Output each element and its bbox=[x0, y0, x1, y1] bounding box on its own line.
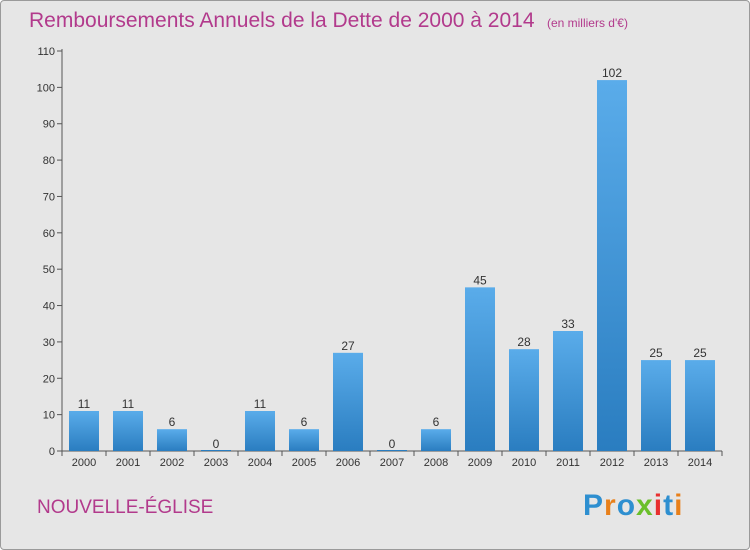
bar bbox=[245, 411, 275, 451]
y-tick-label: 30 bbox=[43, 337, 55, 349]
logo-letter: i bbox=[674, 489, 684, 522]
data-label: 102 bbox=[602, 66, 622, 80]
data-label: 6 bbox=[433, 415, 440, 429]
logo-letter: r bbox=[604, 489, 617, 522]
x-tick-label: 2008 bbox=[424, 457, 448, 469]
y-tick-label: 20 bbox=[43, 373, 55, 385]
commune-name: NOUVELLE-ÉGLISE bbox=[37, 497, 214, 518]
x-tick-label: 2002 bbox=[160, 457, 184, 469]
x-tick-label: 2007 bbox=[380, 457, 404, 469]
x-tick-label: 2001 bbox=[116, 457, 140, 469]
y-tick-label: 90 bbox=[43, 119, 55, 131]
y-tick-label: 70 bbox=[43, 191, 55, 203]
x-tick-label: 2012 bbox=[600, 457, 624, 469]
logo-letter: i bbox=[653, 489, 664, 522]
data-label: 11 bbox=[254, 397, 267, 411]
y-tick-label: 100 bbox=[37, 82, 55, 94]
x-tick-label: 2009 bbox=[468, 457, 492, 469]
x-tick-label: 2013 bbox=[644, 457, 668, 469]
bar bbox=[113, 411, 143, 451]
bar bbox=[465, 287, 495, 451]
bar bbox=[289, 429, 319, 451]
data-label: 0 bbox=[213, 437, 220, 451]
chart-title: Remboursements Annuels de la Dette de 20… bbox=[29, 9, 535, 32]
x-tick-label: 2004 bbox=[248, 457, 272, 469]
x-tick-label: 2003 bbox=[204, 457, 228, 469]
bars: 11 11 6 0 11 6 27 0 6 45 28 33 102 25 25 bbox=[69, 66, 715, 451]
y-tick-label: 110 bbox=[37, 46, 55, 58]
bar bbox=[377, 450, 407, 451]
bar bbox=[333, 352, 363, 451]
y-tick-label: 10 bbox=[43, 410, 55, 422]
bar bbox=[597, 80, 627, 451]
bar bbox=[509, 349, 539, 451]
y-axis: 0 10 20 30 40 50 60 70 80 90 100 110 bbox=[37, 46, 63, 458]
data-label: 33 bbox=[561, 317, 575, 331]
bar bbox=[685, 360, 715, 451]
logo-letter: x bbox=[636, 489, 654, 522]
y-tick-label: 50 bbox=[43, 264, 55, 276]
bar bbox=[201, 450, 231, 451]
logo-letter: P bbox=[583, 489, 605, 522]
x-tick-label: 2014 bbox=[688, 457, 712, 469]
data-label: 45 bbox=[473, 273, 487, 287]
data-label: 6 bbox=[301, 415, 308, 429]
data-label: 11 bbox=[122, 397, 135, 411]
chart-title-block: Remboursements Annuels de la Dette de 20… bbox=[29, 9, 628, 33]
data-label: 6 bbox=[169, 415, 176, 429]
y-tick-label: 40 bbox=[43, 301, 55, 313]
x-axis: 2000 2001 2002 2003 2004 2005 2006 2007 2008 2009… bbox=[61, 450, 723, 469]
x-tick-label: 2005 bbox=[292, 457, 316, 469]
data-label: 27 bbox=[341, 339, 355, 353]
data-label: 28 bbox=[517, 335, 531, 349]
bar bbox=[157, 429, 187, 451]
chart-unit: (en milliers d'€) bbox=[546, 16, 628, 30]
x-tick-label: 2010 bbox=[512, 457, 536, 469]
x-tick-label: 2011 bbox=[556, 457, 580, 469]
data-label: 0 bbox=[389, 437, 396, 451]
x-tick-label: 2006 bbox=[336, 457, 360, 469]
bar bbox=[421, 429, 451, 451]
data-label: 25 bbox=[693, 346, 707, 360]
x-tick-label: 2000 bbox=[72, 457, 96, 469]
data-label: 25 bbox=[649, 346, 663, 360]
y-tick-label: 60 bbox=[43, 228, 55, 240]
bar bbox=[69, 411, 99, 451]
bar bbox=[553, 331, 583, 451]
y-tick-label: 80 bbox=[43, 155, 55, 167]
data-label: 11 bbox=[78, 397, 91, 411]
proxiti-logo: Proxiti bbox=[583, 489, 683, 523]
y-tick-label: 0 bbox=[49, 446, 55, 458]
bar bbox=[641, 360, 671, 451]
logo-letter: o bbox=[616, 489, 637, 522]
logo-letter: t bbox=[663, 489, 675, 522]
